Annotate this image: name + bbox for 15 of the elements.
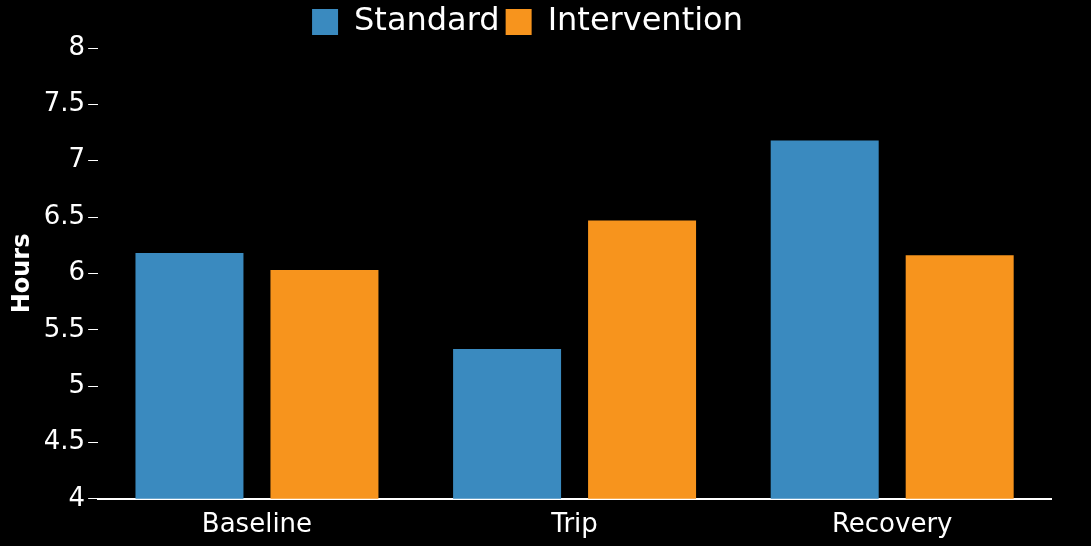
y-tick-label: 6 — [68, 256, 86, 287]
x-tick-label: Recovery — [831, 508, 953, 539]
legend-label: Standard — [354, 0, 500, 39]
y-tick-label: 7.5 — [43, 87, 86, 118]
x-tick-label: Baseline — [201, 508, 313, 539]
y-tick-label: 4.5 — [43, 425, 86, 456]
y-tick-label: 5.5 — [43, 312, 86, 343]
y-tick-label: 4 — [68, 481, 86, 512]
y-tick-label: 5 — [68, 368, 86, 399]
y-tick-label: 8 — [68, 30, 86, 61]
y-axis-title: Hours — [6, 233, 35, 314]
y-tick-label: 7 — [68, 143, 86, 174]
y-tick-label: 6.5 — [43, 199, 86, 230]
x-tick-label: Trip — [550, 508, 598, 539]
legend-label: Intervention — [547, 0, 743, 39]
